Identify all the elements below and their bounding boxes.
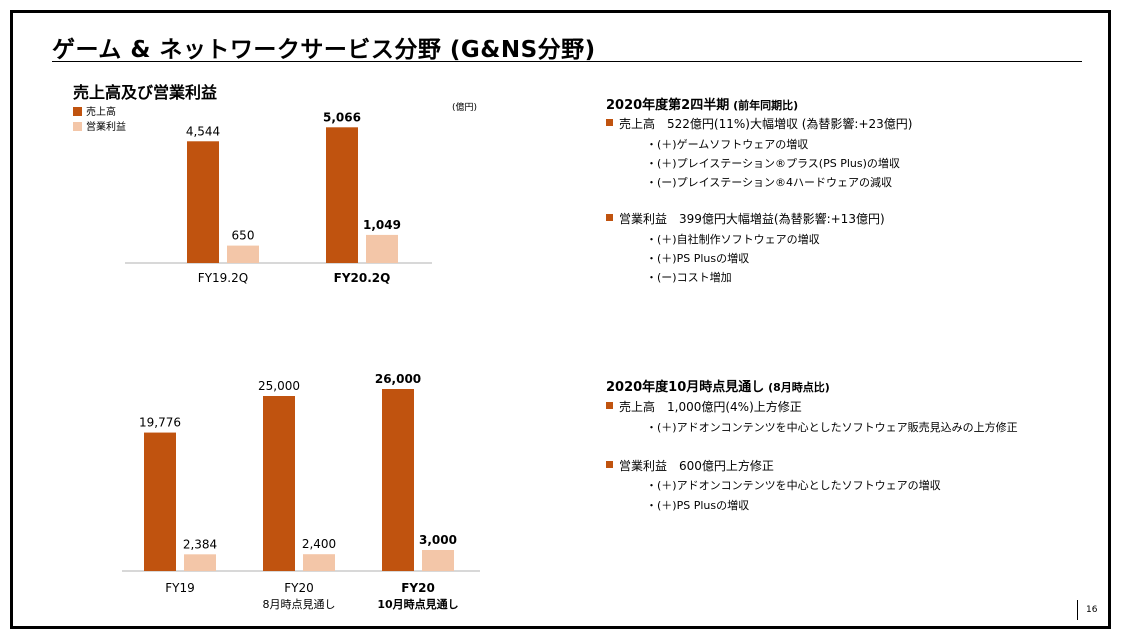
bullet-square-icon [606, 461, 613, 468]
bar-revenue [187, 141, 219, 263]
category-label: FY20 [284, 581, 314, 595]
bar-revenue [144, 432, 176, 571]
legend-label-profit: 営業利益 [86, 122, 126, 133]
oct-revenue-line: 売上高 1,000億円(4%)上方修正 [606, 398, 802, 415]
q2-revenue-text: 売上高 522億円(11%)大幅増収 (為替影響:+23億円) [619, 117, 913, 131]
oct-heading-sub: (8月時点比) [764, 381, 830, 394]
bar-revenue [263, 396, 295, 571]
bullet-square-icon [606, 402, 613, 409]
q2-profit-line: 営業利益 399億円大幅増益(為替影響:+13億円) [606, 210, 885, 227]
bullet-square-icon [606, 119, 613, 126]
category-label: FY19.2Q [198, 271, 248, 285]
oct-heading-main: 2020年度10月時点見通し [606, 380, 765, 395]
q2-profit-text: 営業利益 399億円大幅増益(為替影響:+13億円) [619, 212, 885, 226]
legend-swatch-profit [73, 122, 82, 131]
q2-profit-detail: ・(ー)コスト増加 [646, 271, 732, 284]
q2-heading-main: 2020年度第2四半期 [606, 98, 730, 113]
page-number-divider [1077, 600, 1078, 620]
data-label: 5,066 [323, 110, 361, 124]
bar-profit [422, 550, 454, 571]
data-label: 4,544 [186, 124, 220, 138]
data-label: 1,049 [363, 218, 401, 232]
title-divider [52, 61, 1082, 62]
data-label: 2,400 [302, 537, 336, 551]
data-label: 25,000 [258, 379, 300, 393]
category-label: FY20.2Q [334, 271, 391, 285]
page-title: ゲーム & ネットワークサービス分野 (G&NS分野) [52, 37, 596, 63]
page-number: 16 [1086, 605, 1098, 615]
data-label: 650 [232, 229, 255, 243]
oct-profit-detail: ・(＋)アドオンコンテンツを中心としたソフトウェアの増収 [646, 479, 941, 492]
q2-profit-detail: ・(＋)自社制作ソフトウェアの増収 [646, 233, 820, 246]
bar-profit [366, 234, 398, 263]
oct-profit-detail: ・(＋)PS Plusの増収 [646, 499, 750, 512]
q2-revenue-detail: ・(＋)ゲームソフトウェアの増収 [646, 138, 809, 151]
bar-revenue [326, 127, 358, 263]
q2-profit-detail: ・(＋)PS Plusの増収 [646, 252, 750, 265]
data-label: 26,000 [375, 372, 421, 386]
oct-profit-line: 営業利益 600億円上方修正 [606, 457, 774, 474]
bar-profit [227, 245, 259, 263]
legend-swatch-revenue [73, 107, 82, 116]
q2-heading: 2020年度第2四半期 (前年同期比) [606, 94, 798, 113]
category-label: FY19 [165, 581, 195, 595]
data-label: 3,000 [419, 533, 457, 547]
q2-heading-sub: (前年同期比) [729, 99, 799, 112]
section-label: 売上高及び営業利益 [73, 83, 218, 102]
unit-label: (億円) [452, 103, 478, 113]
oct-profit-text: 営業利益 600億円上方修正 [619, 459, 774, 473]
oct-heading: 2020年度10月時点見通し (8月時点比) [606, 376, 830, 395]
slide-frame [10, 10, 1111, 629]
legend-label-revenue: 売上高 [86, 107, 116, 118]
q2-revenue-detail: ・(＋)プレイステーション®プラス(PS Plus)の増収 [646, 157, 900, 170]
oct-revenue-detail: ・(＋)アドオンコンテンツを中心としたソフトウェア販売見込みの上方修正 [646, 421, 1018, 434]
bullet-square-icon [606, 214, 613, 221]
category-label: FY20 [401, 581, 435, 595]
category-sublabel: 8月時点見通し [263, 598, 336, 611]
data-label: 2,384 [183, 537, 217, 551]
legend-profit: 営業利益 [73, 118, 126, 133]
oct-revenue-text: 売上高 1,000億円(4%)上方修正 [619, 400, 802, 414]
bar-profit [184, 554, 216, 571]
q2-revenue-line: 売上高 522億円(11%)大幅増収 (為替影響:+23億円) [606, 115, 913, 132]
legend-revenue: 売上高 [73, 103, 116, 118]
bar-revenue [382, 389, 414, 571]
category-sublabel: 10月時点見通し [377, 597, 458, 611]
bar-profit [303, 554, 335, 571]
q2-revenue-detail: ・(ー)プレイステーション®4ハードウェアの減収 [646, 176, 893, 189]
data-label: 19,776 [139, 416, 181, 430]
